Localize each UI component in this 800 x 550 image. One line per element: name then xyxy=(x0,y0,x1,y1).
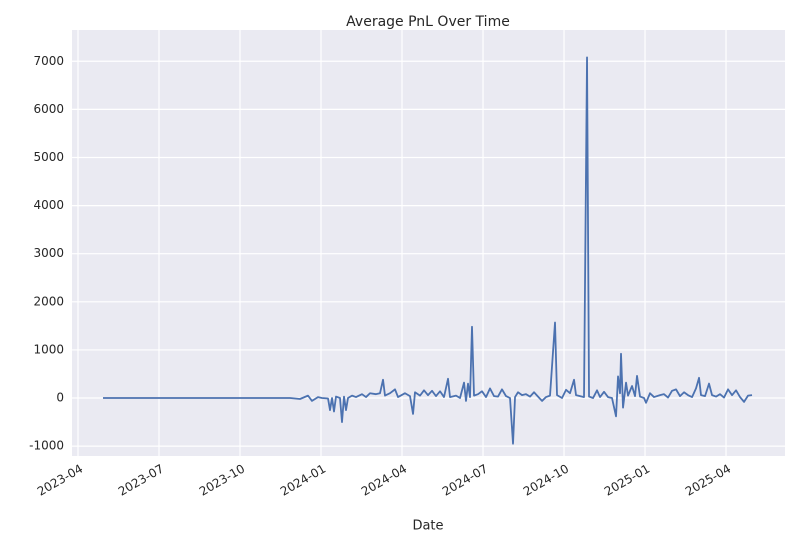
plot-area xyxy=(72,30,785,456)
x-tick-label: 2024-04 xyxy=(359,462,409,499)
y-tick-label: 5000 xyxy=(33,150,64,164)
x-tick-label: 2024-10 xyxy=(521,462,571,499)
x-tick-label: 2023-07 xyxy=(116,462,166,499)
x-axis-label: Date xyxy=(412,519,443,534)
y-tick-label: -1000 xyxy=(29,439,64,453)
chart-title: Average PnL Over Time xyxy=(346,14,510,30)
x-tick-label: 2023-10 xyxy=(197,462,247,499)
data-line xyxy=(103,56,753,445)
y-tick-label: 2000 xyxy=(33,294,64,308)
y-tick-label: 4000 xyxy=(33,198,64,212)
y-tick-label: 6000 xyxy=(33,102,64,116)
x-tick-label: 2024-01 xyxy=(278,462,328,499)
y-tick-label: 1000 xyxy=(33,342,64,356)
x-tick-label: 2025-04 xyxy=(683,462,733,499)
x-tick-label: 2023-04 xyxy=(35,462,85,499)
x-tick-label: 2024-07 xyxy=(440,462,490,499)
y-tick-label: 7000 xyxy=(33,54,64,68)
y-tick-label: 3000 xyxy=(33,246,64,260)
y-tick-label: 0 xyxy=(56,391,64,405)
x-tick-label: 2025-01 xyxy=(602,462,652,499)
